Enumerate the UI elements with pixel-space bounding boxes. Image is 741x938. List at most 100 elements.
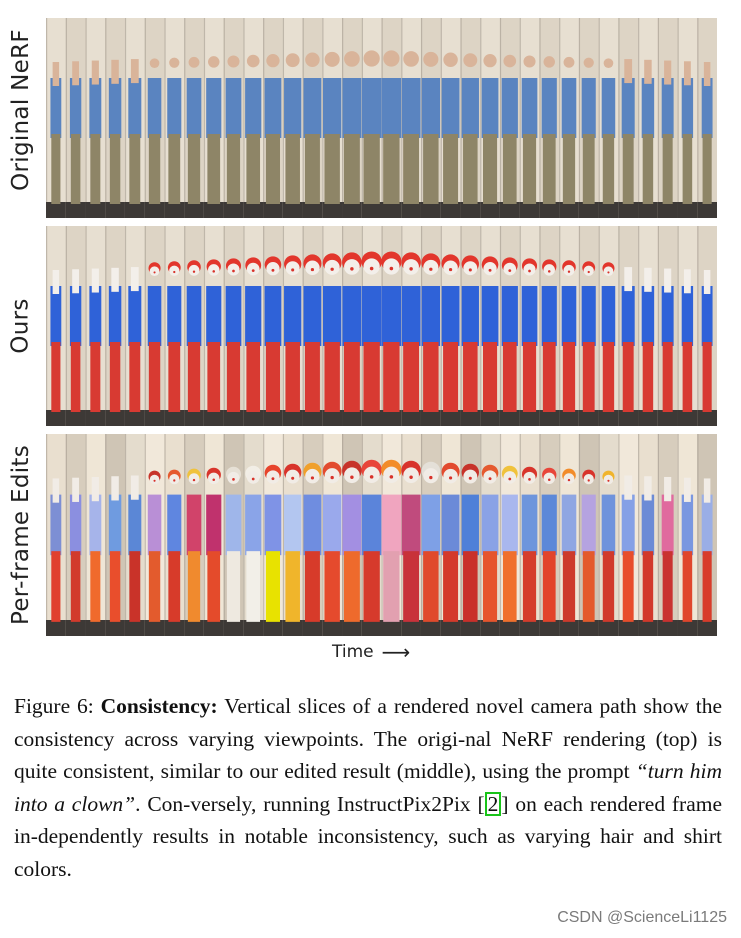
slice-floor (460, 410, 481, 426)
slice-shirt (186, 78, 202, 138)
slice-floor (480, 620, 501, 636)
slice-pants (343, 134, 360, 204)
slice-shirt (481, 494, 499, 556)
slice-pants (187, 551, 201, 622)
slice-edge (657, 18, 659, 218)
slice-floor (618, 410, 639, 426)
slice-shirt (381, 494, 402, 556)
slice-shirt (264, 78, 282, 138)
slice-pants (502, 551, 517, 622)
slice-edge (144, 18, 146, 218)
slice-face (227, 471, 240, 484)
slice-shirt (186, 286, 202, 346)
slice-pants (542, 134, 556, 204)
slice-nose (330, 267, 334, 271)
slice-floor (243, 620, 264, 636)
slice-edge (144, 226, 146, 426)
slice-shirt (521, 78, 538, 138)
time-axis: Time ⟶ (332, 640, 410, 664)
slice-face (563, 56, 575, 68)
slice-nose (547, 270, 551, 273)
figure-caption: Figure 6: Consistency: Vertical slices o… (14, 690, 722, 885)
slice-head-side (683, 477, 691, 502)
slice-pants (403, 551, 420, 622)
slice-head-side (111, 59, 119, 84)
slice-pants (168, 342, 181, 412)
slice-nose (330, 475, 334, 480)
slice-floor (420, 620, 442, 636)
slice-face (523, 471, 536, 484)
slice-nose (173, 479, 176, 482)
slice-floor (460, 202, 481, 218)
slice-pants (383, 342, 400, 412)
slice-pants (522, 342, 537, 412)
slice-floor (184, 410, 205, 426)
slice-pants (522, 134, 537, 204)
slice-edge (203, 18, 206, 218)
slice-pants (285, 134, 300, 204)
citation-link[interactable]: 2 (484, 791, 502, 816)
slice-nose (291, 268, 295, 272)
slice-face (583, 474, 594, 485)
slice-pants (482, 134, 498, 204)
slice-edge (697, 18, 699, 218)
slice-pants (423, 551, 439, 622)
slice-edge (124, 226, 127, 426)
slice-edge (322, 226, 324, 426)
row-label-original: Original NeRF (8, 29, 34, 191)
slice-shirt (167, 78, 182, 138)
slice-edge (243, 18, 245, 218)
slice-pants (246, 342, 261, 412)
slice-head-side (130, 59, 139, 84)
slice-floor (381, 202, 402, 218)
slice-head-side (72, 61, 80, 86)
slice-floor (164, 410, 185, 426)
slice-head-side (111, 267, 119, 292)
slice-floor (124, 202, 146, 218)
slice-face (285, 261, 300, 276)
slice-head-side (52, 62, 60, 86)
slice-floor (164, 202, 185, 218)
slice-pants (542, 551, 556, 622)
slice-face (503, 54, 517, 68)
slice-pants (642, 342, 654, 412)
slice-edge (638, 434, 640, 636)
slice-floor (223, 620, 244, 636)
slice-pants (129, 134, 141, 204)
slice-pants (109, 134, 121, 204)
slice-shirt (621, 494, 635, 556)
slice-pants (542, 342, 556, 412)
slice-face (463, 469, 478, 484)
slice-nose (488, 268, 492, 272)
slice-edge (618, 18, 620, 218)
slice-pants (148, 342, 161, 412)
slice-nose (468, 268, 472, 272)
slice-edge (105, 226, 107, 426)
watermark: CSDN @ScienceLi1125 (557, 909, 727, 926)
slice-pants (51, 551, 61, 622)
slice-nose (587, 270, 590, 274)
slice-head-side (130, 267, 139, 292)
slice-edge (519, 226, 521, 426)
slice-floor (65, 620, 86, 636)
slice-edge (440, 18, 442, 218)
slice-floor (401, 202, 422, 218)
slice-shirt (361, 286, 382, 346)
slice-face (188, 56, 200, 68)
slice-floor (46, 620, 67, 636)
slice-edge (460, 18, 462, 218)
slice-floor (263, 410, 284, 426)
slice-edge (618, 226, 620, 426)
slice-floor (46, 410, 67, 426)
slice-face (169, 474, 180, 485)
slice-nose (587, 479, 590, 482)
slice-pants (702, 342, 712, 412)
caption-text-2: . Con-versely, running InstructPix2Pix [ (135, 791, 485, 816)
slice-pants (70, 551, 81, 622)
slice-floor (677, 410, 698, 426)
slice-shirt (342, 494, 362, 556)
slice-pants (443, 134, 459, 204)
slice-shirt (401, 78, 421, 138)
slice-edge (322, 434, 324, 636)
slice-edge (539, 18, 541, 218)
